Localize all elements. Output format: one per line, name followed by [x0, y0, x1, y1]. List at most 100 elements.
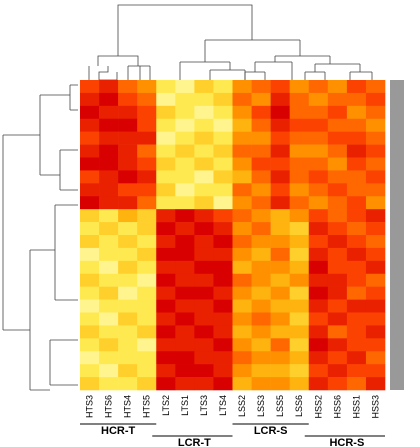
heatmap-cell: [118, 222, 138, 236]
heatmap-cell: [251, 170, 271, 184]
heatmap-cell: [346, 260, 367, 275]
heatmap-cell: [308, 235, 329, 249]
heatmap-cell: [232, 312, 252, 326]
heatmap-cell: [289, 312, 310, 326]
heatmap-cell: [194, 235, 214, 249]
heatmap-cell: [270, 80, 290, 94]
heatmap-cell: [270, 338, 290, 352]
heatmap-cell: [270, 351, 290, 365]
heatmap-cell: [365, 131, 386, 145]
heatmap-cell: [346, 118, 367, 132]
heatmap-cell: [99, 286, 119, 300]
heatmap-cell: [346, 299, 367, 313]
heatmap-cell: [232, 286, 252, 300]
row-labels: [390, 80, 404, 390]
heatmap-cell: [346, 286, 367, 300]
heatmap-cell: [232, 377, 252, 391]
heatmap-cell: [365, 170, 386, 184]
heatmap-cell: [327, 260, 348, 275]
heatmap-cell: [327, 312, 348, 326]
heatmap-cell: [327, 351, 348, 365]
heatmap-cell: [137, 273, 157, 287]
heatmap-cell: [80, 312, 100, 326]
column-label: LSS5: [275, 395, 285, 417]
heatmap-cell: [346, 235, 367, 249]
heatmap-cell: [156, 325, 176, 339]
heatmap-cell: [346, 325, 367, 339]
heatmap-cell: [289, 273, 310, 287]
heatmap-cell: [80, 118, 100, 132]
column-label: HTS5: [142, 395, 152, 418]
heatmap-cell: [365, 235, 386, 249]
heatmap-cell: [213, 131, 233, 145]
heatmap-cell: [327, 157, 348, 171]
heatmap-cell: [175, 118, 195, 132]
heatmap-cell: [251, 157, 271, 171]
heatmap-cell: [80, 131, 100, 145]
heatmap-cell: [365, 377, 386, 391]
heatmap-cell: [232, 144, 252, 158]
heatmap-cell: [213, 325, 233, 339]
heatmap-cell: [99, 299, 119, 313]
heatmap-cell: [175, 351, 195, 365]
heatmap-cell: [270, 118, 290, 132]
heatmap-cell: [346, 183, 367, 197]
heatmap-cell: [289, 92, 310, 107]
heatmap-cell: [99, 80, 119, 94]
heatmap-cell: [232, 351, 252, 365]
heatmap-cell: [156, 235, 176, 249]
heatmap-cell: [118, 247, 138, 262]
heatmap-cell: [156, 222, 176, 236]
heatmap-cell: [137, 209, 157, 223]
heatmap-cell: [308, 183, 329, 197]
heatmap-cell: [175, 260, 195, 275]
heatmap-cell: [346, 273, 367, 287]
heatmap-cell: [232, 196, 252, 210]
heatmap-cell: [137, 196, 157, 210]
heatmap-cell: [270, 131, 290, 145]
heatmap-cell: [308, 325, 329, 339]
heatmap-cell: [175, 196, 195, 210]
heatmap-cell: [289, 118, 310, 132]
heatmap-cell: [99, 105, 119, 120]
heatmap-cell: [289, 351, 310, 365]
heatmap-cell: [194, 286, 214, 300]
heatmap-cell: [213, 351, 233, 365]
heatmap-cell: [251, 118, 271, 132]
heatmap-cell: [308, 299, 329, 313]
column-label: LSS6: [294, 395, 304, 417]
heatmap-cell: [365, 92, 386, 107]
heatmap-cell: [99, 170, 119, 184]
heatmap-cell: [270, 196, 290, 210]
heatmap-cell: [289, 364, 310, 378]
heatmap-cell: [175, 312, 195, 326]
heatmap-cell: [232, 235, 252, 249]
heatmap-cell: [308, 209, 329, 223]
heatmap-cell: [137, 157, 157, 171]
heatmap-cell: [289, 196, 310, 210]
heatmap-cell: [251, 351, 271, 365]
heatmap-cell: [327, 286, 348, 300]
heatmap-cell: [365, 183, 386, 197]
heatmap-cell: [213, 118, 233, 132]
heatmap-cell: [194, 325, 214, 339]
heatmap-cell: [80, 183, 100, 197]
heatmap-cell: [213, 157, 233, 171]
heatmap-cell: [194, 118, 214, 132]
group-label: HCR-T: [101, 425, 135, 437]
heatmap-cell: [232, 338, 252, 352]
heatmap-cell: [308, 157, 329, 171]
heatmap-cell: [232, 364, 252, 378]
heatmap-cell: [80, 196, 100, 210]
heatmap-cell: [118, 273, 138, 287]
heatmap-cell: [327, 105, 348, 120]
heatmap-cell: [175, 299, 195, 313]
heatmap-cell: [156, 170, 176, 184]
heatmap-cell: [308, 80, 329, 94]
heatmap-cell: [289, 338, 310, 352]
heatmap-cell: [156, 338, 176, 352]
heatmap-cell: [327, 131, 348, 145]
heatmap-cell: [137, 338, 157, 352]
heatmap-cell: [99, 325, 119, 339]
heatmap-cell: [80, 325, 100, 339]
